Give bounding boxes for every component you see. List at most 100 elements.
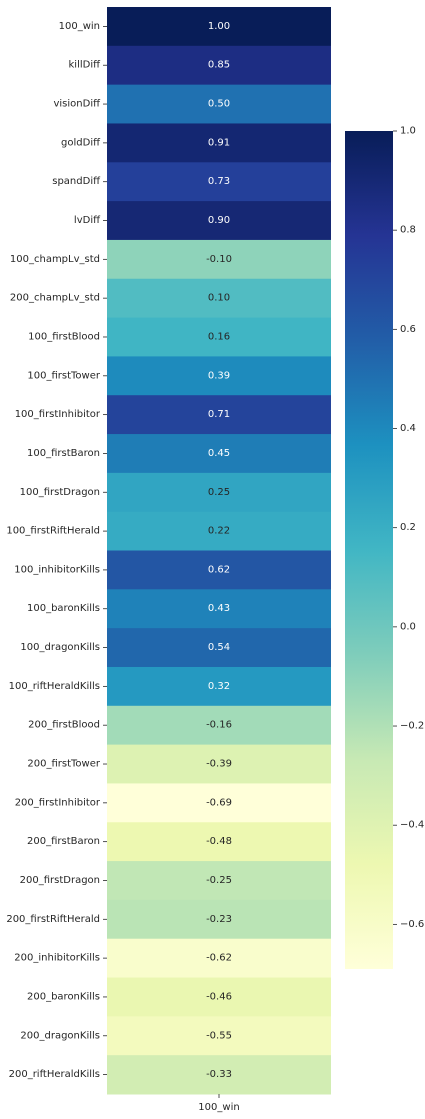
heatmap-cell — [107, 783, 331, 823]
colorbar-tick-label: 0.0 — [400, 621, 416, 632]
cell-value-label: 0.91 — [208, 137, 230, 148]
heatmap-cell — [107, 84, 331, 124]
heatmap-cell — [107, 1055, 331, 1095]
row-label: 200_firstRiftHerald — [6, 914, 100, 925]
heatmap-cell — [107, 550, 331, 590]
cell-value-label: -0.25 — [206, 875, 232, 886]
heatmap-cell — [107, 7, 331, 47]
row-label: 100_win — [59, 21, 100, 32]
row-label: 200_inhibitorKills — [14, 953, 100, 964]
row-label: 100_firstBaron — [27, 448, 100, 459]
cell-value-label: 0.22 — [208, 526, 230, 537]
heatmap-cell — [107, 511, 331, 551]
row-label: visionDiff — [53, 99, 101, 110]
cell-value-label: 1.00 — [208, 21, 230, 32]
cell-value-label: -0.16 — [206, 720, 232, 731]
heatmap-cell — [107, 705, 331, 746]
row-label: 200_champLv_std — [10, 293, 100, 304]
cell-value-label: -0.23 — [206, 914, 232, 925]
heatmap-cell — [107, 278, 331, 319]
row-label: 200_baronKills — [27, 991, 100, 1002]
cell-value-label: 0.16 — [208, 331, 230, 342]
row-label: 100_champLv_std — [10, 254, 100, 265]
cell-value-label: 0.85 — [208, 60, 230, 71]
heatmap-cell — [107, 201, 331, 241]
cell-value-label: 0.73 — [208, 176, 230, 187]
cell-value-label: -0.55 — [206, 1030, 232, 1041]
cell-value-label: 0.90 — [208, 215, 230, 226]
row-label: 100_firstInhibitor — [15, 409, 101, 420]
colorbar-gradient — [345, 131, 393, 969]
cell-value-label: -0.33 — [206, 1069, 232, 1080]
cell-value-label: 0.10 — [208, 293, 230, 304]
cell-value-label: -0.10 — [206, 254, 232, 265]
row-label: 100_firstDragon — [20, 487, 100, 498]
heatmap-cell — [107, 1016, 331, 1056]
cell-value-label: -0.46 — [206, 991, 232, 1002]
heatmap-cell — [107, 822, 331, 862]
cell-value-label: 0.54 — [208, 642, 230, 653]
row-labels: 100_win killDiff visionDiff goldDiff spandDi… — [6, 21, 107, 1080]
heatmap-cell — [107, 666, 331, 707]
row-label: 100_firstTower — [27, 370, 100, 381]
heatmap-cell — [107, 239, 331, 280]
row-label: 100_inhibitorKills — [14, 564, 100, 575]
row-label: 100_dragonKills — [20, 642, 100, 653]
row-label: spandDiff — [52, 176, 101, 187]
cell-value-label: 0.62 — [208, 564, 230, 575]
colorbar: 1.0 0.8 0.6 0.4 0.2 0.0 −0.2 −0.4 −0.6 — [345, 126, 424, 969]
heatmap-cell — [107, 589, 331, 629]
row-label: 200_firstBlood — [28, 720, 100, 731]
heatmap-cell — [107, 899, 331, 940]
row-label: 100_baronKills — [27, 603, 100, 614]
heatmap-cell — [107, 434, 331, 474]
row-label: 200_firstDragon — [20, 875, 100, 886]
heatmap-cell — [107, 162, 331, 202]
row-label: lvDiff — [74, 215, 101, 226]
heatmap-cell — [107, 472, 331, 513]
row-label: 200_riftHeraldKills — [9, 1069, 100, 1080]
colorbar-tick-label: −0.2 — [400, 721, 424, 732]
cell-value-label: 0.25 — [208, 487, 230, 498]
row-label: goldDiff — [61, 137, 101, 148]
heatmap-cell — [107, 45, 331, 86]
heatmap-cell — [107, 628, 331, 668]
heatmap-cell — [107, 395, 331, 435]
row-label: 200_firstTower — [27, 759, 100, 770]
cell-value-label: -0.39 — [206, 759, 232, 770]
cell-value-label: 0.45 — [208, 448, 230, 459]
cell-value-label: -0.69 — [206, 797, 232, 808]
colorbar-tick-label: 0.8 — [400, 225, 416, 236]
heatmap-cell — [107, 938, 331, 979]
row-label: 100_riftHeraldKills — [9, 681, 100, 692]
heatmap-cell — [107, 123, 331, 163]
cell-value-label: -0.62 — [206, 953, 232, 964]
row-label: 100_firstRiftHerald — [6, 526, 100, 537]
row-label: 100_firstBlood — [28, 331, 100, 342]
cell-value-label: 0.50 — [208, 99, 230, 110]
heatmap-cell — [107, 977, 331, 1017]
colorbar-tick-label: 1.0 — [400, 126, 416, 137]
x-tick-label: 100_win — [198, 1102, 239, 1113]
colorbar-tick-label: 0.4 — [400, 423, 416, 434]
cell-value-label: -0.48 — [206, 836, 232, 847]
colorbar-tick-label: 0.6 — [400, 324, 416, 335]
row-label: 200_dragonKills — [20, 1030, 100, 1041]
x-axis: 100_win — [198, 1094, 240, 1113]
cell-value-label: 0.43 — [208, 603, 230, 614]
row-label: 200_firstBaron — [27, 836, 100, 847]
heatmap-cell — [107, 861, 331, 901]
heatmap-cell — [107, 744, 331, 784]
row-label: 200_firstInhibitor — [15, 797, 101, 808]
cell-value-label: 0.71 — [208, 409, 230, 420]
heatmap-cell — [107, 356, 331, 396]
heatmap-cells: 1.00 0.85 0.50 0.91 0.73 0.90 -0.10 0.10 0.16 0.3… — [107, 7, 331, 1095]
colorbar-tick-label: −0.6 — [400, 919, 424, 930]
colorbar-tick-label: 0.2 — [400, 522, 416, 533]
cell-value-label: 0.32 — [208, 681, 230, 692]
colorbar-tick-label: −0.4 — [400, 820, 424, 831]
row-label: killDiff — [69, 60, 102, 71]
heatmap-cell — [107, 317, 331, 357]
cell-value-label: 0.39 — [208, 370, 230, 381]
